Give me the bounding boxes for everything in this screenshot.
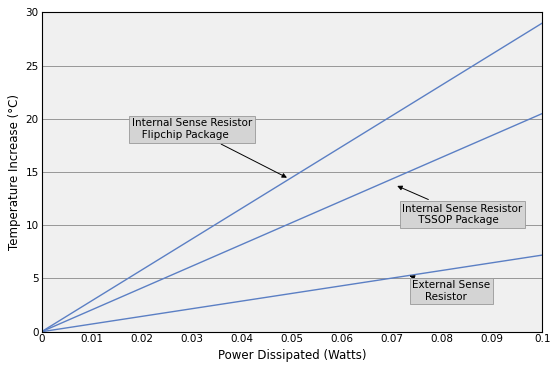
Text: Internal Sense Resistor
     TSSOP Package: Internal Sense Resistor TSSOP Package (398, 186, 523, 225)
X-axis label: Power Dissipated (Watts): Power Dissipated (Watts) (217, 349, 366, 361)
Y-axis label: Temperature Increase (°C): Temperature Increase (°C) (8, 94, 21, 250)
Text: Internal Sense Resistor
   Flipchip Package: Internal Sense Resistor Flipchip Package (132, 118, 286, 177)
Text: External Sense
    Resistor: External Sense Resistor (411, 276, 490, 302)
